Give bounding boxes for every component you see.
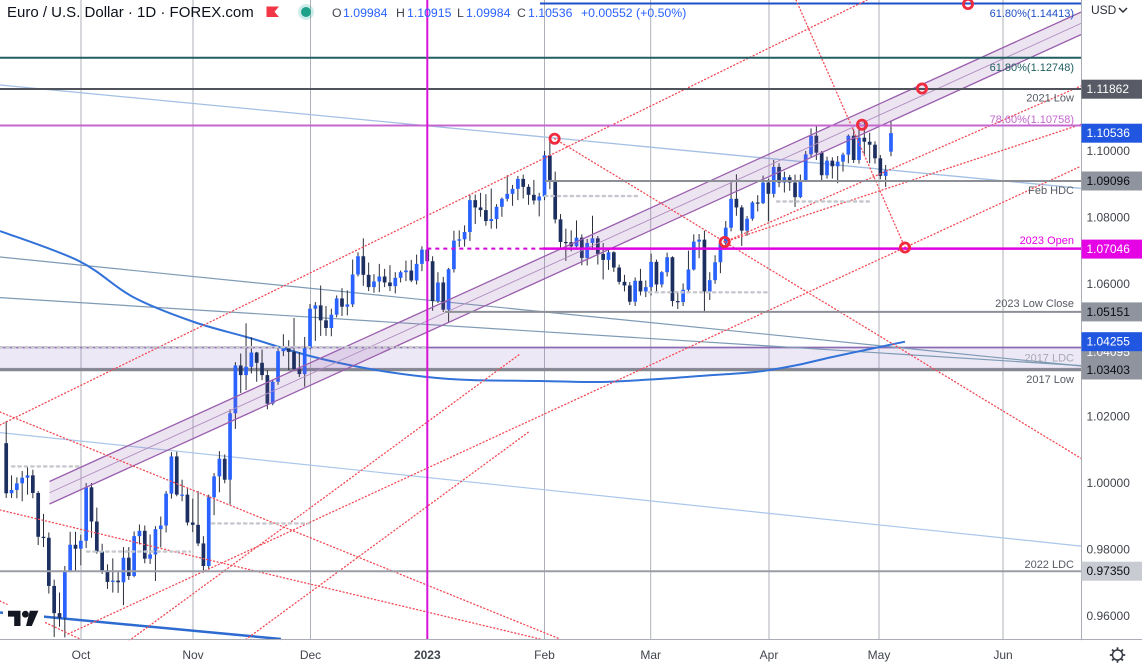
svg-text:1.09096: 1.09096 <box>1087 174 1131 188</box>
svg-text:2022 LDC: 2022 LDC <box>1024 559 1074 571</box>
svg-text:1.11862: 1.11862 <box>1087 82 1130 96</box>
svg-text:2023 Open: 2023 Open <box>1020 235 1074 247</box>
svg-text:Oct: Oct <box>72 648 91 662</box>
svg-text:1.10000: 1.10000 <box>1087 144 1131 158</box>
svg-text:Apr: Apr <box>760 648 779 662</box>
svg-text:Euro / U.S. Dollar · 1D · FORE: Euro / U.S. Dollar · 1D · FOREX.com <box>7 4 254 21</box>
svg-text:1.08000: 1.08000 <box>1087 210 1131 224</box>
svg-text:2017 LDC: 2017 LDC <box>1024 353 1074 365</box>
svg-text:C: C <box>517 6 526 20</box>
svg-text:Mar: Mar <box>640 648 661 662</box>
svg-text:1.00000: 1.00000 <box>1087 476 1131 490</box>
svg-text:2021 Low: 2021 Low <box>1026 93 1074 105</box>
svg-text:1.02000: 1.02000 <box>1087 410 1131 424</box>
svg-text:2023: 2023 <box>414 648 441 662</box>
svg-text:2017 Low: 2017 Low <box>1026 374 1074 386</box>
svg-text:1.07046: 1.07046 <box>1087 242 1131 256</box>
svg-text:1.05151: 1.05151 <box>1087 305 1131 319</box>
svg-text:1.10536: 1.10536 <box>528 6 573 20</box>
svg-text:May: May <box>868 648 891 662</box>
svg-text:1.09984: 1.09984 <box>466 6 511 20</box>
svg-text:Jun: Jun <box>993 648 1012 662</box>
svg-text:USD: USD <box>1091 3 1117 17</box>
svg-text:61.80%(1.14413): 61.80%(1.14413) <box>990 8 1074 20</box>
svg-text:0.97350: 0.97350 <box>1087 564 1131 578</box>
svg-text:Dec: Dec <box>300 648 321 662</box>
svg-text:Feb HDC: Feb HDC <box>1028 185 1074 197</box>
svg-text:L: L <box>457 6 464 20</box>
svg-text:1.10536: 1.10536 <box>1087 126 1131 140</box>
svg-text:2023 Low Close: 2023 Low Close <box>995 298 1074 310</box>
svg-text:1.04255: 1.04255 <box>1087 335 1131 349</box>
svg-text:0.98000: 0.98000 <box>1087 542 1131 556</box>
svg-text:+0.00552 (+0.50%): +0.00552 (+0.50%) <box>581 6 686 20</box>
svg-text:Nov: Nov <box>182 648 203 662</box>
svg-text:1.10915: 1.10915 <box>407 6 452 20</box>
svg-text:Feb: Feb <box>534 648 555 662</box>
svg-text:O: O <box>332 6 342 20</box>
svg-text:H: H <box>396 6 405 20</box>
svg-text:1.09984: 1.09984 <box>343 6 388 20</box>
svg-text:78.60%(1.10758): 78.60%(1.10758) <box>990 114 1074 126</box>
svg-text:61.80%(1.12748): 61.80%(1.12748) <box>990 62 1074 74</box>
svg-text:1.06000: 1.06000 <box>1087 277 1131 291</box>
svg-text:1.03403: 1.03403 <box>1087 363 1131 377</box>
svg-text:0.96000: 0.96000 <box>1087 609 1131 623</box>
